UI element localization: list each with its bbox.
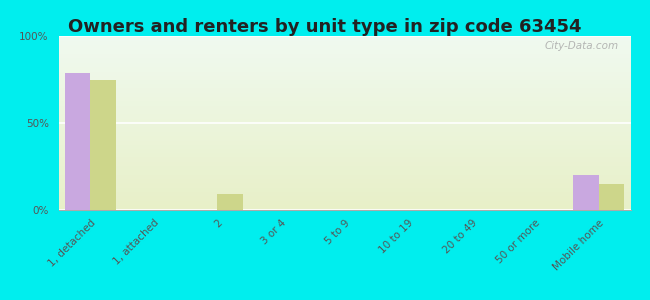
Bar xyxy=(573,175,599,210)
Text: Owners and renters by unit type in zip code 63454: Owners and renters by unit type in zip c… xyxy=(68,18,582,36)
Text: City-Data.com: City-Data.com xyxy=(545,41,619,51)
Bar xyxy=(599,184,624,210)
Bar xyxy=(65,73,90,210)
Bar xyxy=(90,80,116,210)
Bar xyxy=(217,194,243,210)
